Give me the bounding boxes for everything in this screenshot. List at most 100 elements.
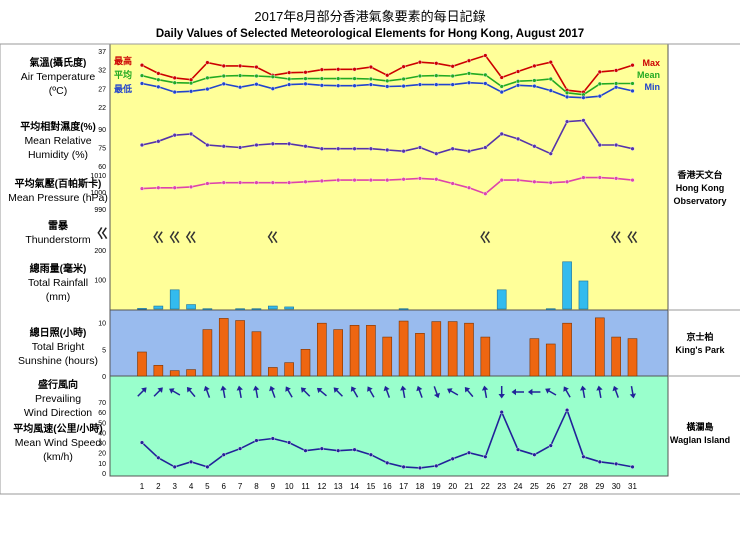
panel-label-en: Prevailing: [35, 393, 81, 405]
pressure-point: [597, 175, 602, 180]
temp-min-point: [287, 82, 292, 87]
pressure-point: [238, 180, 243, 185]
pressure-point: [581, 175, 586, 180]
humidity-point: [548, 151, 553, 156]
wind-arrow-head: [596, 385, 603, 391]
sunshine-bar: [382, 336, 393, 377]
x-tick-label: 20: [448, 482, 457, 491]
x-tick-label: 11: [301, 482, 310, 491]
wind-speed-point: [270, 436, 275, 441]
y-tick-label: 70: [98, 400, 106, 407]
temp-max-point: [548, 60, 553, 65]
temp-mean-point: [417, 73, 423, 79]
y-tick-label: 200: [94, 248, 106, 255]
panel-label-zh: 總日照(小時): [30, 326, 87, 339]
wind-arrow-head: [169, 388, 175, 394]
station-label-en: Waglan Island: [670, 435, 730, 445]
station-label-en: King's Park: [675, 345, 725, 355]
wind-arrow-head: [203, 385, 210, 392]
wind-direction-arrow: [253, 385, 260, 399]
temp-max-point: [630, 63, 635, 68]
temp-mean-point: [597, 81, 602, 86]
sunshine-bar: [594, 317, 605, 377]
x-tick-label: 23: [497, 482, 506, 491]
temp-max-point: [532, 63, 537, 69]
x-tick-label: 7: [238, 482, 243, 491]
station-label-zh: 橫瀾島: [686, 421, 713, 432]
sunshine-bar: [317, 322, 327, 377]
panel-label-zh: 盛行風向: [38, 378, 78, 391]
panel-label-en: Total Rainfall: [28, 277, 88, 289]
sunshine-bar: [235, 320, 245, 377]
pressure-point: [352, 178, 357, 183]
wind-speed-point: [401, 464, 406, 470]
y-tick-label: 30: [98, 441, 106, 448]
sunshine-bar: [611, 336, 621, 377]
thunderstorm-symbol: ㄍ: [152, 230, 165, 245]
x-tick-label: 29: [595, 482, 604, 491]
temp-max-point: [287, 70, 292, 75]
chart-title-en: Daily Values of Selected Meteorological …: [156, 28, 584, 40]
sunshine-bar: [415, 333, 425, 377]
y-tick-label: 60: [98, 164, 106, 171]
wind-direction-arrow: [511, 388, 524, 396]
humidity-point: [287, 141, 292, 146]
humidity-point: [499, 131, 504, 137]
thunderstorm-symbol: ㄍ: [266, 230, 279, 245]
rainfall-bar: [267, 305, 278, 310]
legend-label-en: Mean: [637, 70, 660, 80]
temp-min-point: [319, 83, 324, 88]
pressure-point: [417, 176, 423, 181]
temp-mean-point: [368, 76, 373, 82]
wind-speed-point: [450, 456, 455, 461]
wind-direction-arrow: [580, 385, 587, 399]
wind-arrow-head: [481, 385, 489, 391]
humidity-point: [434, 151, 439, 156]
temp-min-point: [417, 82, 423, 87]
humidity-point: [172, 133, 177, 138]
humidity-point: [139, 142, 145, 148]
wind-speed-point: [156, 455, 161, 460]
rainfall-bar: [545, 308, 556, 310]
humidity-point: [483, 145, 488, 150]
x-tick-label: 30: [612, 482, 621, 491]
wind-arrow-head: [580, 385, 587, 391]
wind-speed-point: [466, 450, 472, 455]
wind-speed-point: [483, 454, 488, 459]
temp-max-point: [499, 75, 504, 80]
y-tick-label: 5: [102, 347, 106, 354]
wind-direction-arrow: [612, 385, 619, 398]
temp-max-point: [221, 63, 226, 69]
humidity-point: [270, 141, 275, 146]
wind-speed-point: [254, 438, 259, 443]
rainfall-bar: [137, 308, 147, 310]
wind-direction-arrow: [498, 386, 505, 399]
panel-label-en: Sunshine (hours): [18, 355, 98, 367]
humidity-point: [221, 144, 226, 149]
wind-speed-point: [205, 464, 210, 470]
y-tick-label: 60: [98, 410, 106, 417]
wind-arrow-head: [253, 385, 260, 391]
x-tick-label: 1: [140, 482, 145, 491]
humidity-point: [597, 142, 602, 148]
y-tick-label: 1000: [90, 190, 106, 197]
wind-direction-arrow: [316, 387, 327, 397]
waglan-panel-bg: [109, 375, 669, 477]
pressure-point: [319, 178, 324, 184]
wind-direction-arrow: [203, 385, 211, 398]
panel-label-en: (km/h): [43, 451, 73, 463]
y-tick-label: 10: [98, 321, 106, 328]
humidity-point: [401, 149, 406, 154]
temp-max-point: [205, 60, 210, 65]
temp-max-point: [401, 64, 406, 69]
temp-mean-point: [352, 76, 357, 81]
wind-speed-point: [417, 465, 423, 471]
panel-label-en: Wind Direction: [24, 407, 92, 419]
temp-min-point: [385, 84, 390, 89]
pressure-point: [254, 180, 259, 185]
temp-min-point: [564, 94, 570, 100]
wind-speed-point: [368, 452, 373, 457]
humidity-point: [156, 139, 161, 144]
temp-mean-point: [336, 76, 341, 81]
x-tick-label: 5: [205, 482, 210, 491]
